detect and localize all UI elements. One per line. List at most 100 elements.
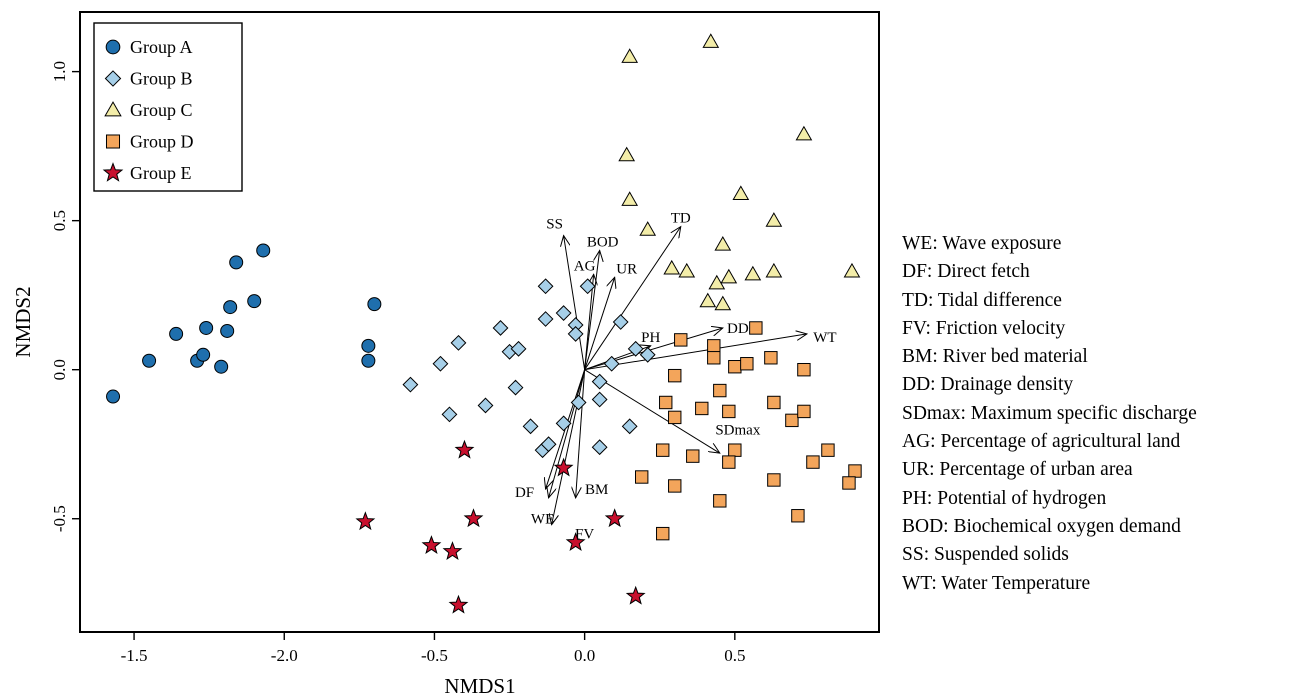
vector-label-td: TD <box>671 211 691 227</box>
group-d-point <box>668 479 682 493</box>
vector-label-sdmax: SDmax <box>715 422 761 438</box>
group-a-point <box>220 323 235 338</box>
group-b-point <box>522 418 539 435</box>
group-b-point <box>555 415 572 432</box>
vector-label-dd: DD <box>727 321 749 337</box>
group-c-point <box>765 212 783 227</box>
group-c-point <box>714 235 732 251</box>
vector-arrow-sdmax <box>584 369 720 453</box>
group-c-point <box>621 191 639 206</box>
vector-label-fv: FV <box>575 527 594 543</box>
group-a-point <box>367 297 382 312</box>
group-d-point <box>728 443 742 457</box>
group-d-point <box>806 455 820 469</box>
group-c-point <box>765 262 783 278</box>
legend-marker-group-d <box>105 134 121 149</box>
group-b-point <box>591 373 608 390</box>
vector-arrow-bod <box>584 250 600 370</box>
group-c-point <box>618 146 636 162</box>
vector-label-ag: AG <box>574 258 596 274</box>
group-c-point <box>639 221 657 236</box>
group-b-point <box>492 320 509 336</box>
group-d-point <box>707 351 721 365</box>
vector-label-df: DF <box>515 485 534 501</box>
y-tick-label: 0.5 <box>50 210 69 231</box>
group-b-point <box>579 278 596 295</box>
group-b-point <box>450 334 467 351</box>
group-e-point <box>448 594 469 614</box>
group-b-point <box>591 391 608 408</box>
abbreviation-item: PH: Potential of hydrogen <box>902 487 1107 509</box>
vector-label-bm: BM <box>585 482 608 498</box>
group-a-point <box>223 300 238 315</box>
x-tick-label: -1.5 <box>121 646 148 665</box>
x-tick-label: 0.5 <box>724 646 745 665</box>
group-b-point <box>402 376 419 393</box>
group-a-point <box>256 243 271 258</box>
group-b-point <box>603 355 620 372</box>
x-tick-label: -2.0 <box>271 646 298 665</box>
group-a-point <box>361 353 376 368</box>
y-tick-label: -0.5 <box>50 505 69 532</box>
vector-label-wt: WT <box>813 330 836 346</box>
legend: Group A Group B Group C Group D Group E <box>93 22 243 192</box>
x-axis-label: NMDS1 <box>444 674 515 698</box>
abbreviation-item: FV: Friction velocity <box>902 317 1066 339</box>
group-b-point <box>627 340 644 357</box>
abbreviation-item: BM: River bed material <box>902 346 1088 368</box>
group-b-point <box>510 340 527 357</box>
vector-label-ph: PH <box>641 330 660 346</box>
group-b-point <box>639 346 656 363</box>
group-a-point <box>142 353 157 368</box>
axes: NMDS1 NMDS2 -1.5 -2.0 -0.5 0.0 0.5 -0.5 0.0 0.5… <box>11 61 745 698</box>
legend-label-group-c: Group C <box>130 100 193 120</box>
vector-arrow-ss <box>564 236 586 370</box>
abbreviation-item: DF: Direct fetch <box>902 261 1030 283</box>
group-a-point <box>361 338 376 353</box>
group-d-point <box>797 404 811 419</box>
legend-label-group-d: Group D <box>130 132 194 152</box>
abbreviation-item: AG: Percentage of agricultural land <box>902 431 1181 453</box>
group-a-point <box>229 255 244 270</box>
group-d-point <box>740 357 754 371</box>
abbreviation-item: WE: Wave exposure <box>902 233 1062 254</box>
group-d-point <box>695 401 709 416</box>
group-b-point <box>441 406 458 423</box>
legend-marker-group-c <box>104 101 122 117</box>
group-d-point <box>656 443 670 457</box>
group-e-point <box>565 532 586 552</box>
plot-frame <box>79 11 880 633</box>
group-c-point <box>714 295 732 311</box>
group-d-point <box>713 494 727 508</box>
vector-arrow-bm <box>576 369 586 498</box>
group-d-point <box>659 395 673 410</box>
group-b-point <box>567 326 584 342</box>
group-b-point <box>591 439 608 456</box>
vector-arrow-wt <box>584 334 807 371</box>
group-a-point <box>199 320 214 335</box>
group-d-point <box>686 449 700 463</box>
group-d-point <box>767 395 781 410</box>
group-c-point <box>702 33 720 48</box>
group-e-point <box>625 585 646 605</box>
legend-marker-group-e <box>102 162 124 182</box>
legend-label-group-a: Group A <box>130 37 193 57</box>
group-b-point <box>555 305 572 321</box>
y-tick-label: 1.0 <box>50 61 69 82</box>
group-e-point <box>463 508 484 528</box>
group-d-point <box>668 368 682 383</box>
group-c-point <box>720 268 738 284</box>
group-b-point <box>612 314 629 330</box>
group-d-point <box>791 509 805 523</box>
abbreviation-item: SS: Suspended solids <box>902 544 1069 566</box>
group-b-point <box>432 355 449 372</box>
group-c-point <box>732 185 750 200</box>
legend-label-group-e: Group E <box>130 163 192 183</box>
group-b-point <box>540 436 557 453</box>
abbreviation-list: WE: Wave exposure DF: Direct fetch TD: Tid… <box>902 230 1197 598</box>
group-a-point <box>169 326 184 341</box>
group-d-point <box>749 321 763 335</box>
group-e-point <box>421 535 442 554</box>
group-c-point <box>621 48 639 63</box>
abbreviation-item: SDmax: Maximum specific discharge <box>902 402 1197 424</box>
